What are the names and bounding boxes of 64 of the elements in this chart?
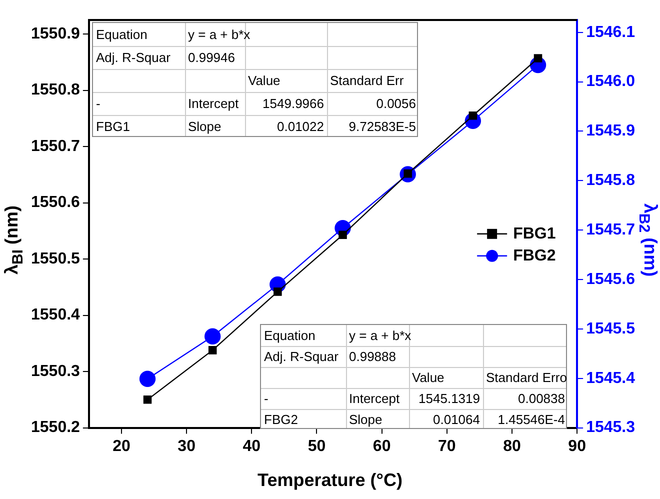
x-tick-label: 70 bbox=[438, 438, 456, 455]
point bbox=[274, 288, 282, 296]
y2-tick-label: 1546.0 bbox=[586, 73, 636, 90]
annotation: 0.0056 bbox=[375, 95, 416, 113]
annotation: 0.99888 bbox=[349, 348, 397, 366]
y2-tick-label: 1545.5 bbox=[586, 320, 636, 338]
annotation: y = a + b*x bbox=[349, 327, 412, 345]
annotation: 1.45546E-4 bbox=[496, 411, 565, 429]
x-tick-label: 60 bbox=[372, 438, 391, 455]
x-axis-title: Temperature (°C) bbox=[256, 470, 404, 491]
y2-tick-label: 1545.3 bbox=[586, 419, 636, 436]
point bbox=[204, 328, 221, 344]
y2-tick-label: 1545.8 bbox=[586, 172, 636, 190]
annotation: Intercept bbox=[188, 95, 240, 113]
annotation: 1545.1319 bbox=[418, 390, 480, 408]
y2-tick-label: 1545.9 bbox=[586, 122, 636, 140]
point bbox=[338, 230, 347, 240]
point bbox=[534, 54, 542, 62]
annotation: Value bbox=[248, 72, 282, 90]
point bbox=[143, 396, 152, 404]
annotation: Standard Erro bbox=[486, 369, 567, 387]
y-tick-label: 1550.6 bbox=[31, 194, 80, 212]
y2-tick-label: 1545.7 bbox=[586, 221, 636, 238]
y-tick-label: 1550.7 bbox=[31, 138, 80, 155]
annotation: Intercept bbox=[349, 390, 401, 408]
annotation: Adj. R-Squar bbox=[264, 348, 340, 366]
annotation: 0.01064 bbox=[432, 411, 480, 429]
y-tick-label: 1550.4 bbox=[31, 306, 80, 324]
annotation: Equation bbox=[96, 26, 148, 44]
x-tick-label: 50 bbox=[308, 438, 326, 455]
y2-tick-label: 1546.1 bbox=[586, 24, 636, 41]
annotation: FBG1 bbox=[96, 118, 131, 136]
annotation: Standard Err bbox=[330, 72, 405, 90]
annotation: FBG2 bbox=[264, 411, 299, 429]
annotation: Adj. R-Squar bbox=[96, 49, 172, 67]
y-tick-label: 1550.5 bbox=[31, 250, 80, 268]
y-tick-label: 1550.9 bbox=[31, 25, 80, 42]
y2-tick-label: 1545.4 bbox=[586, 370, 636, 387]
y2-tick-label: 1545.6 bbox=[586, 270, 636, 288]
annotation: 0.01022 bbox=[276, 118, 324, 136]
x-tick-label: 30 bbox=[178, 438, 196, 455]
annotation: Slope bbox=[188, 118, 222, 136]
annotation: 0.00838 bbox=[517, 390, 565, 408]
x-tick-label: 40 bbox=[242, 438, 261, 455]
x-tick-label: 20 bbox=[112, 438, 130, 455]
point bbox=[208, 346, 217, 354]
annotation: Equation bbox=[264, 327, 316, 345]
y-tick-label: 1550.3 bbox=[31, 362, 80, 380]
annotation: Value bbox=[412, 369, 446, 387]
y-tick-label: 1550.2 bbox=[31, 419, 80, 436]
y-tick-label: 1550.8 bbox=[31, 82, 80, 99]
annotation: 1549.9966 bbox=[262, 95, 324, 113]
annotation: Slope bbox=[349, 411, 384, 429]
annotation: 0.99946 bbox=[188, 49, 236, 67]
legend-label: FBG1 bbox=[513, 225, 556, 242]
annotation: 9.72583E-5 bbox=[348, 118, 416, 136]
point bbox=[468, 111, 478, 120]
annotation: - bbox=[96, 95, 102, 113]
x-tick-label: 80 bbox=[503, 438, 521, 455]
legend-label: FBG2 bbox=[513, 247, 556, 264]
annotation: - bbox=[264, 390, 270, 408]
annotation: y = a + b*x bbox=[188, 26, 252, 44]
x-tick-label: 90 bbox=[568, 438, 586, 455]
point bbox=[139, 370, 156, 387]
